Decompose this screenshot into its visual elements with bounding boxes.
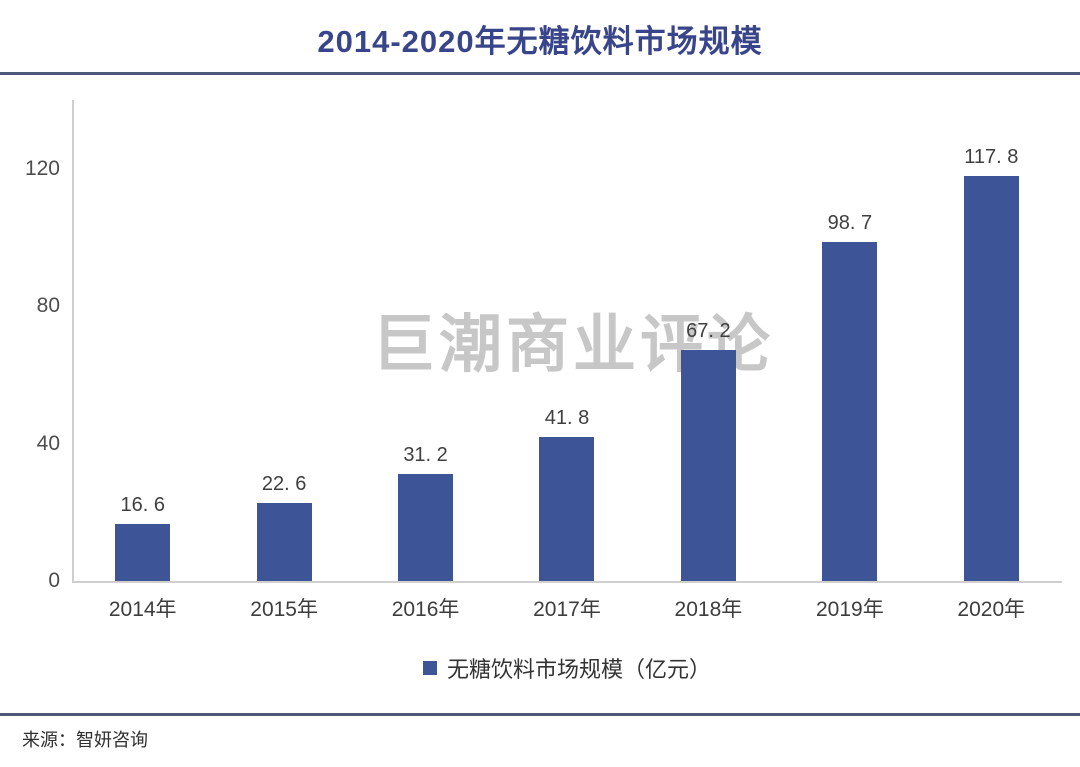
bar-slot: 41. 8 2017年	[496, 100, 637, 621]
bar-value-label: 67. 2	[686, 320, 731, 342]
bar-value-label: 16. 6	[120, 494, 165, 516]
x-tick-label: 2015年	[250, 598, 318, 621]
bar-2016年	[398, 474, 454, 581]
x-axis-line	[72, 581, 1062, 583]
title-separator-rule	[0, 72, 1080, 75]
y-tick-label: 80	[36, 294, 60, 318]
x-tick-label: 2014年	[108, 598, 177, 621]
legend-label: 无糖饮料市场规模（亿元）	[446, 657, 711, 682]
bar-2014年	[115, 524, 171, 581]
x-tick-label: 2018年	[674, 598, 743, 621]
bar-slot: 31. 2 2016年	[355, 100, 496, 621]
bar-value-label: 117. 8	[964, 146, 1019, 168]
legend: 无糖饮料市场规模（亿元）	[72, 652, 1062, 684]
legend-swatch-icon	[422, 661, 437, 675]
chart-title: 2014-2020年无糖饮料市场规模	[317, 24, 763, 59]
y-tick-label: 40	[36, 431, 60, 455]
bar-value-label: 98. 7	[827, 212, 873, 234]
y-tick-label: 120	[24, 156, 60, 180]
bar-slot: 117. 8 2020年	[921, 100, 1062, 621]
bar-2015年	[256, 503, 312, 581]
y-axis-line	[72, 100, 74, 581]
bar-value-label: 22. 6	[261, 473, 307, 495]
bar-value-label: 31. 2	[403, 444, 448, 466]
bar-value-label: 41. 8	[544, 407, 590, 429]
plot-area: 16. 6 2014年 22. 6 2015年 31. 2 2016年 41. 8 2017年…	[72, 100, 1062, 621]
x-tick-label: 2020年	[957, 598, 1026, 621]
bar-slot: 98. 7 2019年	[779, 100, 920, 621]
bar-slot: 22. 6 2015年	[213, 100, 354, 621]
bar-slot: 67. 2 2018年	[638, 100, 779, 621]
bar-2019年	[822, 242, 878, 581]
bar-2017年	[539, 437, 595, 581]
footer-separator-rule	[0, 713, 1080, 716]
bar-2020年	[963, 176, 1019, 581]
x-tick-label: 2017年	[533, 598, 601, 621]
bar-slot: 16. 6 2014年	[72, 100, 213, 621]
y-tick-label: 0	[48, 569, 60, 592]
x-tick-label: 2019年	[815, 598, 884, 621]
source-text: 来源：智妍咨询	[22, 730, 148, 750]
x-tick-label: 2016年	[391, 598, 460, 621]
bar-2018年	[680, 350, 736, 581]
